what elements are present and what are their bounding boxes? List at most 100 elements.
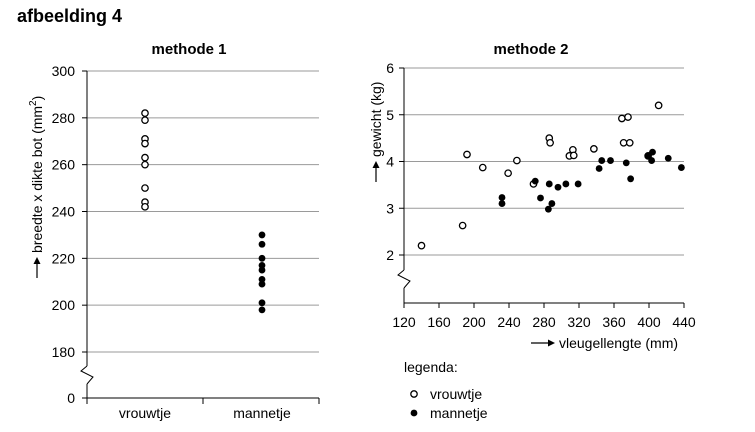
- chart2-point-vrouwtje: [625, 138, 634, 147]
- legend-open-marker-icon: [410, 390, 418, 398]
- chart2-axis-break-icon: [397, 269, 411, 289]
- chart2-point-vrouwtje: [463, 150, 471, 159]
- chart1-y-tick-label: 260: [52, 157, 76, 173]
- chart2-point-vrouwtje: [619, 138, 628, 147]
- chart2-x-tick-label: 280: [532, 314, 556, 330]
- chart1-points: [141, 109, 266, 314]
- page-title: afbeelding 4: [17, 6, 123, 26]
- chart1-axis-break-icon: [80, 365, 94, 385]
- chart2-y-axis-label: gewicht (kg): [368, 82, 384, 182]
- legend-title: legenda:: [404, 359, 458, 375]
- chart2-point-vrouwtje: [478, 163, 487, 172]
- chart2-ylabel-text: gewicht (kg): [368, 82, 384, 157]
- chart2-x-tick-label: 240: [497, 314, 521, 330]
- chart1-point-vrouwtje: [141, 153, 149, 162]
- chart2-x-tick-labels: 120 160 200 240 280 320 360 400 440: [392, 314, 696, 330]
- chart1-y-tick-label: 200: [52, 297, 76, 313]
- chart1-y-tick-label: 180: [52, 344, 76, 360]
- chart1-y-tick-labels: 0 180 200 220 240 260 280 300: [52, 63, 76, 406]
- chart2-point-mannetje: [498, 200, 506, 207]
- chart1-y-arrow-head-icon: [33, 257, 41, 264]
- chart2-point-mannetje: [677, 164, 685, 171]
- chart-methode-1: methode 1 0 180 200 220 240 260 280 300 vrouwtj…: [28, 41, 320, 421]
- chart2-x-tick-label: 400: [637, 314, 661, 330]
- chart2-point-mannetje: [531, 177, 539, 185]
- chart2-point-mannetje: [649, 148, 656, 156]
- chart2-y-tick-labels: 2 3 4 5 6: [386, 60, 394, 263]
- chart1-point-mannetje: [258, 276, 266, 283]
- chart2-point-mannetje: [548, 200, 556, 207]
- chart1-axes: [80, 70, 320, 404]
- chart2-point-mannetje: [537, 194, 544, 202]
- chart2-point-mannetje: [554, 183, 562, 191]
- chart2-point-mannetje: [598, 157, 606, 164]
- chart2-point-mannetje: [607, 157, 614, 164]
- chart1-y-tick-label: 220: [52, 250, 76, 266]
- chart1-category-label: vrouwtje: [119, 405, 171, 421]
- chart2-y-tick-label: 5: [386, 107, 394, 123]
- chart2-title: methode 2: [493, 41, 568, 58]
- chart1-point-vrouwtje: [141, 184, 149, 192]
- chart2-y-arrow-head-icon: [372, 161, 380, 168]
- chart2-point-mannetje: [595, 165, 603, 172]
- chart2-point-vrouwtje: [513, 156, 521, 165]
- chart2-point-vrouwtje: [546, 138, 554, 147]
- chart1-y-tick-label: 280: [52, 110, 76, 126]
- chart2-point-vrouwtje: [569, 151, 578, 160]
- chart1-point-mannetje: [258, 299, 266, 307]
- chart2-x-tick-label: 440: [672, 314, 696, 330]
- chart2-point-vrouwtje: [458, 221, 467, 230]
- chart1-point-vrouwtje: [141, 116, 149, 125]
- chart2-point-vrouwtje: [624, 113, 632, 121]
- chart1-y-tick-label: 240: [52, 204, 76, 220]
- chart2-y-tick-label: 2: [386, 247, 394, 263]
- chart1-ylabel-sup: 2: [28, 100, 39, 106]
- legend-filled-marker-icon: [410, 409, 418, 417]
- chart2-point-vrouwtje: [417, 241, 426, 250]
- chart1-gridlines: [87, 70, 319, 353]
- chart2-x-tick-label: 360: [602, 314, 626, 330]
- chart2-point-mannetje: [545, 180, 553, 188]
- chart2-point-vrouwtje: [618, 114, 626, 123]
- chart2-xlabel-text: vleugellengte (mm): [559, 335, 678, 351]
- chart1-point-mannetje: [258, 306, 266, 314]
- svg-text:breedte x dikte bot (mm2): breedte x dikte bot (mm2): [28, 96, 45, 253]
- legend-item-mannetje: mannetje: [430, 405, 488, 421]
- chart2-gridlines: [404, 67, 684, 256]
- chart2-point-mannetje: [648, 157, 656, 164]
- chart2-axes: [397, 67, 685, 308]
- chart2-points: [417, 101, 685, 250]
- chart2-x-tick-label: 160: [427, 314, 451, 330]
- chart-methode-2: methode 2 2 3 4 5 6 120 160 200 240 280 320 360 400…: [368, 41, 696, 351]
- chart2-point-vrouwtje: [654, 101, 663, 110]
- chart1-point-mannetje: [258, 261, 266, 269]
- chart1-ylabel-text: breedte x dikte bot (mm: [29, 106, 45, 253]
- chart1-point-vrouwtje: [141, 139, 149, 148]
- chart2-x-axis-label: vleugellengte (mm): [531, 335, 678, 351]
- legend: legenda: vrouwtje mannetje: [404, 359, 488, 421]
- chart2-x-tick-label: 320: [567, 314, 591, 330]
- chart2-point-mannetje: [664, 154, 672, 162]
- chart1-point-mannetje: [258, 240, 266, 248]
- chart1-ylabel-end: ): [29, 96, 45, 101]
- chart1-point-mannetje: [258, 254, 266, 262]
- chart1-point-vrouwtje: [141, 160, 149, 169]
- chart2-y-tick-label: 4: [386, 154, 394, 170]
- legend-item-vrouwtje: vrouwtje: [430, 386, 482, 402]
- chart1-point-mannetje: [258, 280, 266, 288]
- chart2-y-tick-label: 3: [386, 200, 394, 216]
- chart2-y-tick-label: 6: [386, 60, 394, 76]
- chart2-point-mannetje: [544, 205, 552, 213]
- chart1-category-label: mannetje: [233, 405, 291, 421]
- chart1-point-vrouwtje: [141, 202, 149, 211]
- chart2-point-mannetje: [562, 180, 570, 188]
- chart2-point-mannetje: [498, 194, 506, 201]
- chart1-x-category-labels: vrouwtje mannetje: [119, 405, 291, 421]
- chart1-title: methode 1: [151, 41, 226, 58]
- chart1-y-axis-label: breedte x dikte bot (mm2): [28, 96, 45, 278]
- chart2-x-tick-label: 200: [462, 314, 486, 330]
- chart2-point-vrouwtje: [590, 145, 598, 153]
- chart2-point-vrouwtje: [504, 169, 512, 178]
- chart2-x-arrow-head-icon: [548, 339, 555, 347]
